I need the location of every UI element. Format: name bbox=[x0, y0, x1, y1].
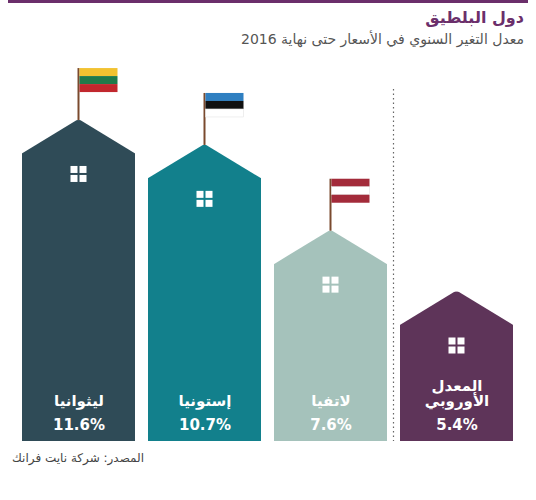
svg-text:10.7%: 10.7% bbox=[179, 416, 231, 434]
svg-text:5.4%: 5.4% bbox=[436, 416, 478, 434]
svg-text:إستونيا: إستونيا bbox=[179, 392, 232, 410]
svg-text:11.6%: 11.6% bbox=[53, 416, 105, 434]
html-text:معدل التغير السنوي في الأسعار: معدل التغير السنوي في الأسعار حتى نهاية … bbox=[241, 31, 524, 47]
svg-text:7.6%: 7.6% bbox=[310, 416, 352, 434]
svg-text:ليثوانيا: ليثوانيا bbox=[54, 392, 104, 410]
html-text:المصدر: شركة نايت فرانك: المصدر: شركة نايت فرانك bbox=[12, 451, 144, 465]
html-text:دول البلطيق: دول البلطيق bbox=[425, 8, 524, 27]
svg-text:المعدلالأوروبي: المعدلالأوروبي bbox=[425, 377, 489, 410]
svg-text:لاتفيا: لاتفيا bbox=[311, 392, 350, 410]
